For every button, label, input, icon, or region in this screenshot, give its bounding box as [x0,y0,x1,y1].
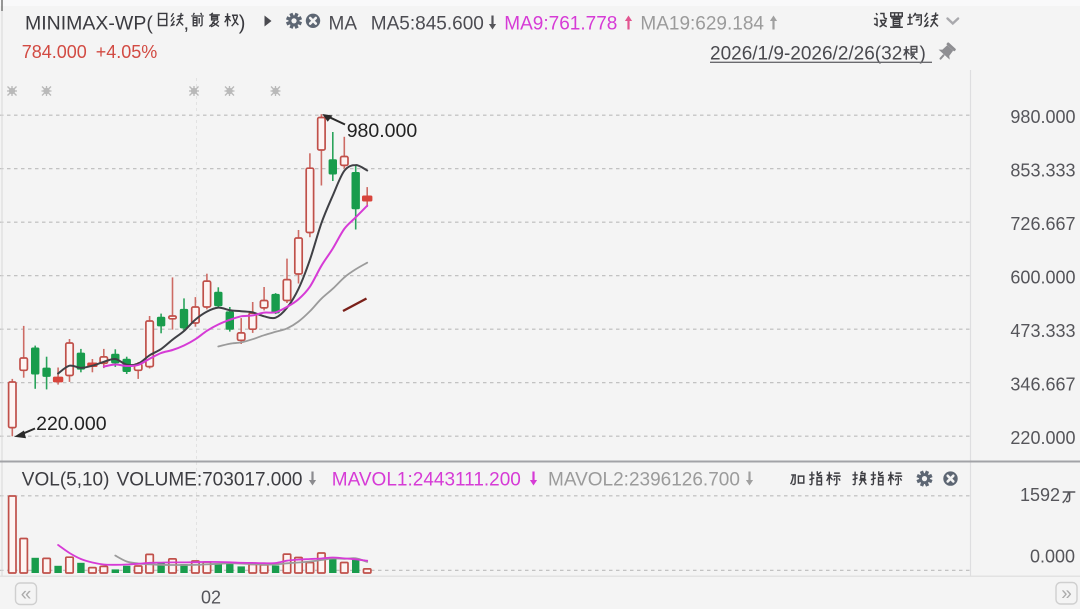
svg-text:MAVOL2:2396126.700: MAVOL2:2396126.700 [548,470,740,491]
svg-text:+4.05%: +4.05% [96,42,158,62]
svg-text:»: » [1061,584,1072,605]
svg-text:MINIMAX-WP(: MINIMAX-WP( [25,13,153,35]
svg-text:MA5:845.600: MA5:845.600 [371,14,484,35]
svg-text:VOL(5,10): VOL(5,10) [22,470,110,491]
svg-text:784.000: 784.000 [22,42,87,62]
svg-text:726.667: 726.667 [1010,214,1075,234]
svg-text:0.000: 0.000 [1030,547,1075,567]
svg-text:220.000: 220.000 [1010,428,1075,448]
svg-text:980.000: 980.000 [347,120,418,142]
svg-text:473.333: 473.333 [1010,321,1075,341]
svg-text:853.333: 853.333 [1010,160,1075,180]
svg-text:,: , [184,13,190,35]
svg-text:1592: 1592 [1020,485,1060,505]
svg-text:MAVOL1:2443111.200: MAVOL1:2443111.200 [332,470,521,491]
svg-text:600.000: 600.000 [1010,267,1075,287]
svg-text:346.667: 346.667 [1010,374,1075,394]
svg-text:): ) [239,13,246,35]
svg-text:MA19:629.184: MA19:629.184 [640,14,764,35]
svg-text:«: « [21,584,32,605]
svg-text:MA: MA [329,14,358,35]
svg-text:): ) [920,43,926,64]
svg-text:VOLUME:703017.000: VOLUME:703017.000 [117,470,303,491]
svg-text:220.000: 220.000 [36,413,107,435]
svg-text:2026/1/9-2026/2/26(32: 2026/1/9-2026/2/26(32 [710,43,902,64]
svg-text:MA9:761.778: MA9:761.778 [504,14,617,35]
svg-text:02: 02 [201,588,221,608]
svg-text:980.000: 980.000 [1010,107,1075,127]
